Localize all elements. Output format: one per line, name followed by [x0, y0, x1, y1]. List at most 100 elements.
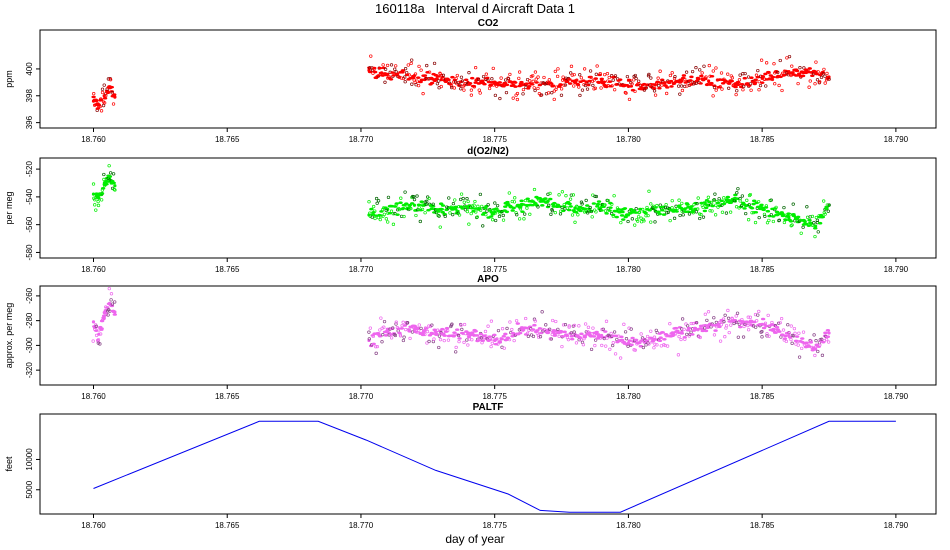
data-point	[452, 331, 457, 334]
data-point	[559, 87, 564, 91]
data-point	[383, 206, 388, 209]
data-point	[809, 339, 813, 343]
data-point	[515, 97, 520, 102]
data-point	[469, 88, 474, 92]
data-point	[371, 334, 375, 339]
data-point	[805, 205, 809, 209]
data-point	[399, 327, 405, 330]
data-point	[633, 348, 637, 352]
data-point	[630, 82, 634, 86]
data-point	[376, 74, 381, 77]
data-point	[636, 215, 641, 219]
x-tick-label: 18.770	[349, 392, 374, 401]
data-point	[532, 187, 537, 192]
data-point	[707, 79, 711, 83]
data-point	[497, 341, 503, 344]
data-point	[801, 330, 806, 334]
data-point	[425, 199, 429, 203]
data-point	[384, 217, 388, 221]
data-point	[745, 198, 749, 202]
data-point	[813, 234, 817, 239]
data-point	[93, 203, 97, 207]
data-point	[391, 326, 395, 330]
data-point	[741, 72, 745, 76]
data-point	[672, 216, 677, 220]
data-point	[826, 340, 831, 344]
data-point	[611, 78, 615, 82]
data-point	[403, 190, 407, 194]
data-point	[736, 335, 740, 339]
data-point	[726, 308, 730, 313]
data-point	[784, 339, 789, 344]
data-point	[510, 327, 514, 332]
data-point	[594, 194, 599, 199]
data-point	[577, 324, 581, 328]
data-point	[722, 320, 726, 324]
data-point	[111, 181, 116, 185]
data-point	[595, 202, 601, 206]
data-point	[633, 338, 639, 342]
data-point	[507, 191, 511, 195]
data-point	[627, 339, 632, 342]
data-point	[584, 198, 588, 203]
data-point	[677, 198, 681, 202]
data-point	[729, 79, 734, 83]
data-point	[566, 338, 571, 342]
data-point	[782, 220, 787, 225]
data-point	[432, 328, 437, 332]
data-point	[632, 78, 636, 82]
data-point	[531, 334, 536, 339]
data-point	[465, 338, 469, 342]
data-point	[497, 81, 502, 84]
data-point	[511, 96, 515, 100]
y-tick-label: 10000	[25, 448, 34, 471]
data-point	[593, 77, 598, 80]
data-point	[763, 321, 768, 325]
data-point	[593, 86, 598, 90]
data-point	[449, 84, 454, 88]
data-point	[111, 309, 116, 314]
data-point	[446, 329, 450, 333]
data-point	[642, 88, 647, 92]
data-point	[374, 345, 378, 349]
data-point	[742, 207, 747, 210]
data-point	[607, 80, 613, 83]
data-point	[763, 72, 768, 76]
x-tick-label: 18.780	[616, 265, 641, 274]
data-point	[757, 322, 763, 326]
data-point	[391, 222, 396, 226]
data-point	[578, 73, 582, 77]
data-point	[789, 337, 793, 342]
data-point	[493, 201, 497, 205]
data-point	[367, 200, 371, 204]
data-point	[447, 196, 451, 200]
data-point	[478, 208, 483, 212]
data-point	[580, 202, 584, 206]
data-point	[450, 322, 454, 326]
data-point	[432, 61, 437, 66]
data-point	[776, 70, 780, 75]
data-point	[611, 214, 615, 218]
data-point	[687, 334, 691, 338]
data-point	[641, 345, 646, 350]
data-point	[658, 336, 663, 340]
data-point	[401, 338, 406, 343]
data-point	[695, 328, 700, 331]
x-axis-label: day of year	[445, 532, 504, 546]
data-point	[706, 195, 711, 199]
data-point	[533, 202, 538, 205]
data-point	[741, 335, 746, 339]
data-point	[629, 343, 634, 347]
data-point	[679, 332, 685, 335]
data-point	[368, 326, 372, 330]
data-point	[696, 196, 700, 200]
data-point	[476, 77, 481, 81]
data-point	[559, 93, 564, 97]
data-point	[806, 224, 812, 227]
data-point	[665, 344, 670, 348]
data-point	[409, 61, 413, 66]
data-point	[814, 60, 818, 64]
data-point	[410, 58, 414, 62]
data-point	[421, 92, 425, 96]
data-point	[747, 203, 751, 207]
